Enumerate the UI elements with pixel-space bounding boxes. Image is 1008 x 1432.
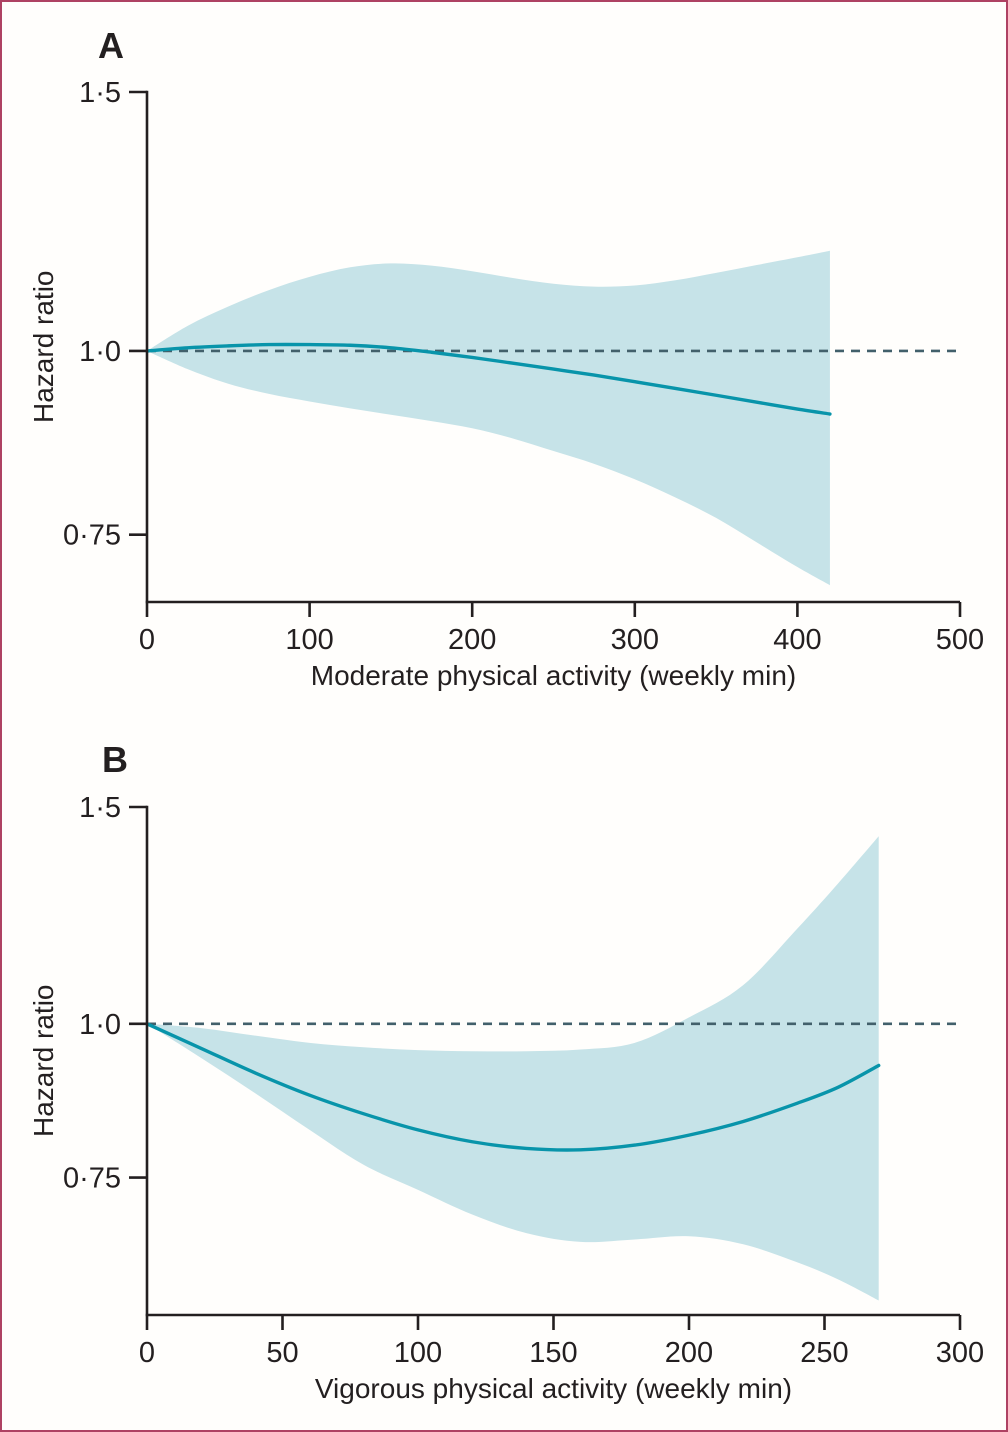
panel-a-y-axis-title: Hazard ratio: [28, 270, 59, 424]
y-tick-label-a: 1·0: [79, 336, 121, 368]
panel-a-label: A: [98, 25, 124, 66]
y-tick-label-b: 1·0: [79, 1009, 121, 1041]
y-tick-label-b: 1·5: [79, 792, 121, 824]
y-tick-label-a: 0·75: [63, 520, 121, 552]
x-tick-label-a: 200: [448, 624, 496, 656]
x-tick-label-b: 200: [665, 1337, 713, 1369]
x-tick-label-b: 300: [936, 1337, 984, 1369]
x-tick-label-a: 0: [139, 624, 155, 656]
hazard-curve-b: [145, 1022, 881, 1152]
panel-b-x-axis-title: Vigorous physical activity (weekly min): [314, 1373, 793, 1404]
panel-b-y-axis-title: Hazard ratio: [28, 984, 59, 1138]
y-tick-label-b: 0·75: [63, 1163, 121, 1195]
panel-b-label: B: [102, 739, 128, 780]
x-tick-label-b: 50: [266, 1337, 298, 1369]
x-tick-label-a: 400: [773, 624, 821, 656]
x-tick-label-b: 100: [394, 1337, 442, 1369]
x-tick-label-b: 150: [529, 1337, 577, 1369]
panel-a-x-axis-title: Moderate physical activity (weekly min): [310, 660, 797, 691]
confidence-band-b: [147, 836, 879, 1301]
x-tick-label-a: 500: [936, 624, 984, 656]
y-tick-label-a: 1·5: [79, 77, 121, 109]
confidence-band-a: [147, 250, 830, 586]
x-tick-label-b: 0: [139, 1337, 155, 1369]
x-tick-label-a: 100: [285, 624, 333, 656]
x-tick-label-a: 300: [611, 624, 659, 656]
x-tick-label-b: 250: [800, 1337, 848, 1369]
hazard-curve-a: [145, 342, 832, 416]
